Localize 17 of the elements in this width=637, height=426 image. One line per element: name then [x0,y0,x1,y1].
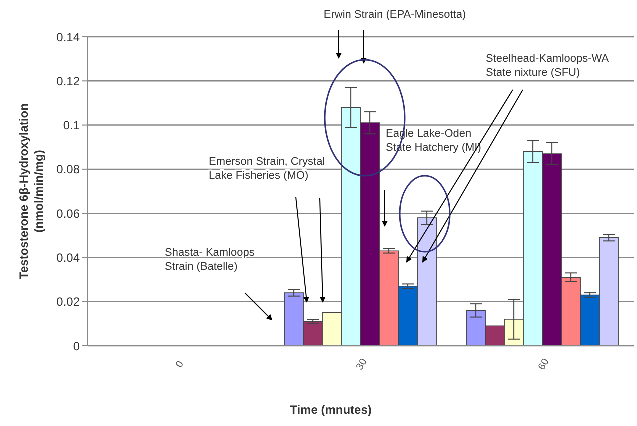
y-tick-label: 0.12 [56,74,80,88]
annotation: Steelhead-Kamloops-WA State nixture (SFU) [486,53,610,79]
x-tick-label: 60 [536,356,552,372]
x-tick-label: 30 [354,356,370,372]
y-tick-label: 0.08 [56,162,80,177]
y-tick-label: 0.14 [56,30,80,44]
annotation: Shasta- Kamloops Strain (Batelle) [165,247,256,273]
y-tick-label: 0.04 [56,250,80,265]
y-axis-title: Testosterone 6β-Hydroxylation (nmol/min/mg) [17,104,46,280]
annotation: Emerson Strain, Crystal Lake Fisheries (MO) [209,156,326,182]
y-tick-label: 0 [73,339,80,354]
x-tick-label: 0 [174,359,187,370]
y-tick-label: 0.1 [63,118,80,133]
x-axis-title: Time (mnutes) [290,403,372,417]
text: Erwin Strain (EPA-Minesotta) [324,9,466,21]
y-tick-label: 0.02 [56,295,80,310]
y-tick-label: 0.06 [56,206,80,221]
